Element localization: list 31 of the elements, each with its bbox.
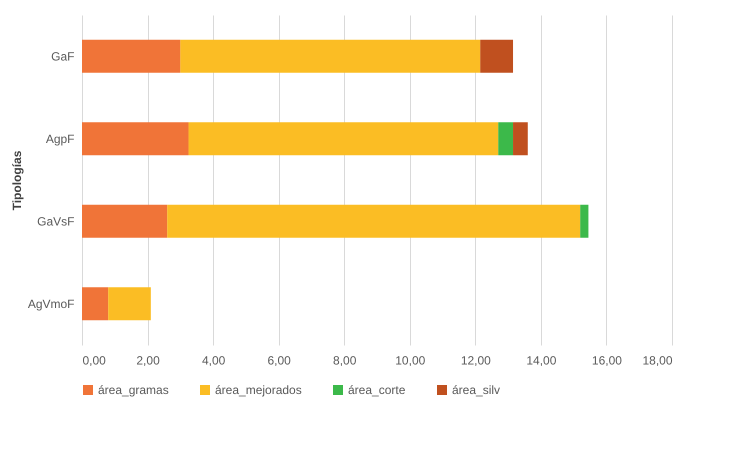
bar xyxy=(498,122,514,156)
bar xyxy=(188,122,498,156)
x-tick-label: 8,00 xyxy=(333,354,357,368)
y-tick-label: GaVsF xyxy=(37,214,74,228)
bar xyxy=(82,204,168,238)
legend-label: área_silv xyxy=(452,383,500,397)
x-tick-label: 12,00 xyxy=(460,354,492,368)
y-tick-label: AgVmoF xyxy=(28,296,74,311)
legend-label: área_corte xyxy=(348,383,406,397)
bar xyxy=(82,122,189,156)
x-tick-label: 6,00 xyxy=(267,354,292,368)
legend-label: área_mejorados xyxy=(215,383,302,397)
x-tick-label: 2,00 xyxy=(136,354,160,368)
bar xyxy=(167,204,580,238)
x-tick-label: 14,00 xyxy=(526,354,557,368)
bar xyxy=(513,122,528,156)
bar xyxy=(480,40,514,73)
x-tick-label: 18,00 xyxy=(642,354,673,368)
x-tick-label: 10,00 xyxy=(395,354,426,368)
bar xyxy=(82,287,108,320)
x-tick-label: 0,00 xyxy=(82,354,106,368)
bar xyxy=(108,287,151,320)
bar xyxy=(580,204,588,238)
bar xyxy=(180,40,480,73)
x-tick-label: 4,00 xyxy=(202,354,226,368)
y-tick-label: GaF xyxy=(51,49,74,64)
bar xyxy=(82,40,180,73)
y-tick-label: AgpF xyxy=(46,132,74,146)
x-tick-label: 16,00 xyxy=(592,354,622,368)
y-axis-title: Tipologías xyxy=(10,150,24,210)
legend-label: área_gramas xyxy=(98,383,169,397)
